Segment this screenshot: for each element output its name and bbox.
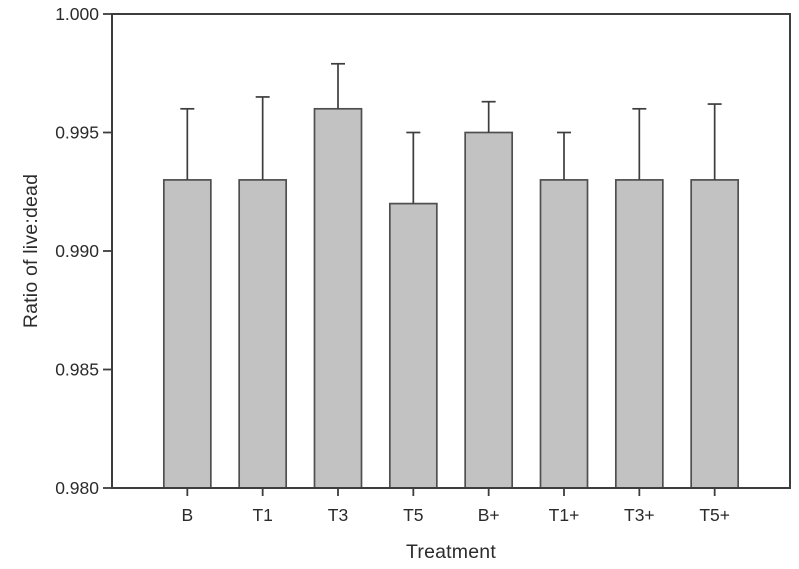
bar-T1+: [539, 179, 589, 489]
y-tick-label-0.99: 0.990: [55, 241, 99, 261]
x-tick-label-B: B: [181, 505, 193, 525]
bar-B+: [464, 131, 514, 489]
bar-T3: [313, 107, 363, 489]
x-tick-label-T3+: T3+: [624, 505, 655, 525]
x-axis-title: Treatment: [406, 541, 496, 563]
x-tick-label-T1: T1: [252, 505, 272, 525]
bar-T1: [238, 179, 288, 489]
bar-T5: [388, 202, 438, 489]
y-axis-title: Ratio of live:dead: [20, 173, 42, 329]
y-tick-label-0.995: 0.995: [55, 123, 99, 143]
bar-B: [162, 179, 212, 489]
y-tick-label-0.985: 0.985: [55, 360, 99, 380]
y-tick-label-1: 1.000: [55, 4, 99, 24]
bar-T5+: [690, 179, 740, 489]
x-tick-label-B+: B+: [478, 505, 500, 525]
y-tick-label-0.98: 0.980: [55, 478, 99, 498]
bar-T3+: [614, 179, 664, 489]
x-tick-label-T1+: T1+: [549, 505, 580, 525]
x-tick-label-T5: T5: [403, 505, 423, 525]
plot-frame: [111, 13, 791, 489]
x-tick-label-T5+: T5+: [699, 505, 730, 525]
x-tick-label-T3: T3: [328, 505, 348, 525]
